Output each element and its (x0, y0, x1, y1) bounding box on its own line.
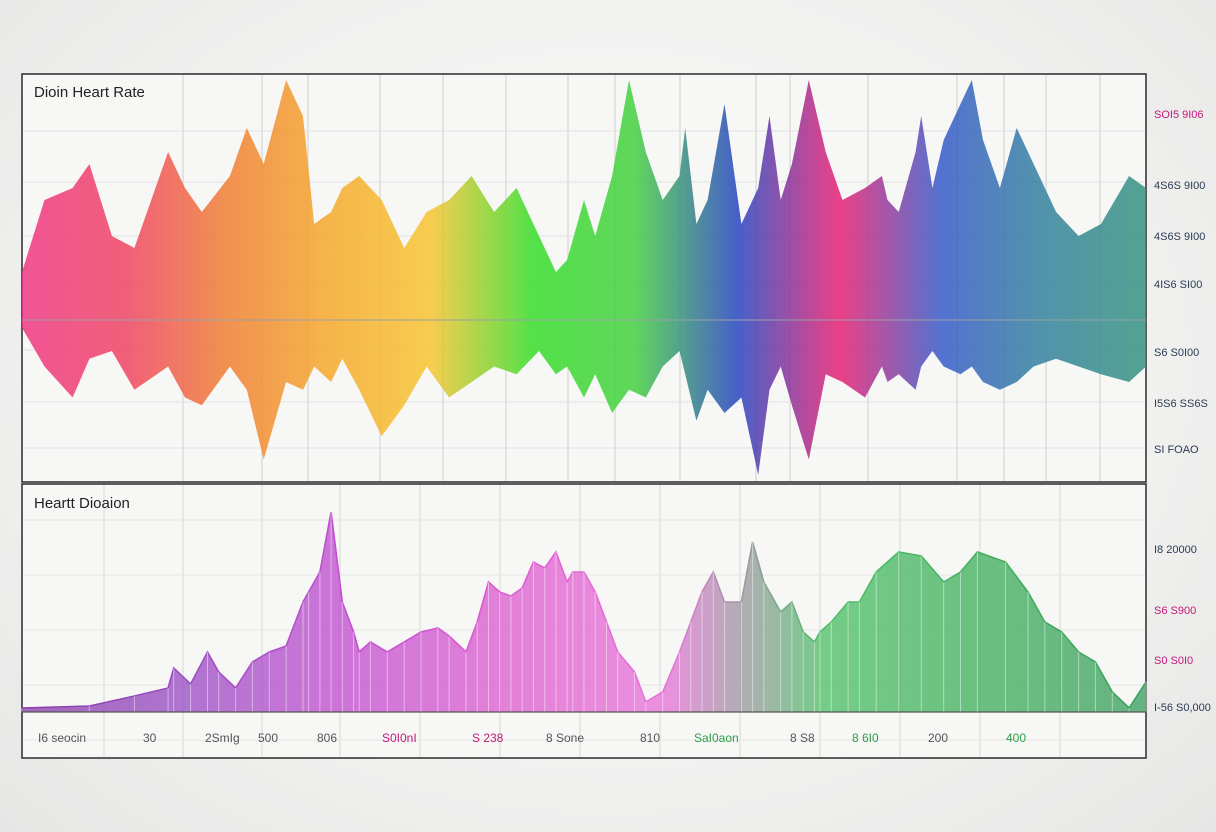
heart-duration-right-tick-2: S0 S0I0 (1154, 655, 1193, 667)
heart-duration-x-tick-11: 8 6I0 (852, 731, 879, 745)
heart-duration-x-tick-5: S0I0nI (382, 731, 417, 745)
heart-duration-x-tick-2: 2SmIg (205, 731, 240, 745)
heart-duration-x-tick-9: SaI0aon (694, 731, 739, 745)
heart-duration-x-tick-3: 500 (258, 731, 278, 745)
heart-duration-x-tick-0: I6 seocin (38, 731, 86, 745)
heart-duration-x-tick-12: 200 (928, 731, 948, 745)
heart-duration-x-tick-7: 8 Sone (546, 731, 584, 745)
heart-rate-right-tick-0: SOI5 9I06 (1154, 109, 1204, 121)
heart-duration-area-fill (22, 512, 1146, 712)
heart-rate-right-tick-6: SI FOAO (1154, 444, 1199, 456)
heart-rate-right-tick-labels: SOI5 9I06 4S6S 9I00 4S6S 9I00 4IS6 SI00 S6 S… (1154, 109, 1208, 456)
heart-rate-panel: Dioin Heart Rate SOI5 9I06 4S6S 9I00 4S6S … (21, 73, 1208, 483)
heart-duration-x-tick-1: 30 (143, 731, 157, 745)
heart-duration-right-tick-0: I8 20000 (1154, 544, 1197, 556)
heart-duration-x-tick-4: 806 (317, 731, 337, 745)
heart-rate-right-tick-4: S6 S0I00 (1154, 347, 1199, 359)
heart-duration-x-tick-labels: I6 seocin 30 2SmIg 500 806 S0I0nI S 238 8 Sone 8… (38, 731, 1026, 745)
heart-rate-right-tick-2: 4S6S 9I00 (1154, 231, 1205, 243)
heart-duration-panel: Heartt Dioaion I8 20000 S6 S900 S0 S0I0 I-5… (21, 483, 1211, 759)
heart-duration-x-tick-8: 810 (640, 731, 660, 745)
heart-duration-right-tick-1: S6 S900 (1154, 605, 1196, 617)
heart-duration-right-tick-labels: I8 20000 S6 S900 S0 S0I0 I-56 S0,000 (1154, 544, 1211, 714)
heart-rate-right-tick-3: 4IS6 SI00 (1154, 279, 1202, 291)
heart-rate-right-tick-1: 4S6S 9I00 (1154, 180, 1205, 192)
heart-duration-area-outline (21, 511, 1147, 710)
heart-rate-right-tick-5: I5S6 SS6S (1154, 398, 1208, 410)
heart-duration-title: Heartt Dioaion (34, 495, 130, 512)
heart-rate-title: Dioin Heart Rate (34, 84, 145, 101)
heart-rate-waveform (21, 80, 1147, 475)
heart-duration-x-tick-10: 8 S8 (790, 731, 815, 745)
heart-duration-right-tick-3: I-56 S0,000 (1154, 702, 1211, 714)
heart-duration-x-tick-13: 400 (1006, 731, 1026, 745)
heart-duration-area (21, 511, 1147, 712)
heart-duration-x-tick-6: S 238 (472, 731, 504, 745)
